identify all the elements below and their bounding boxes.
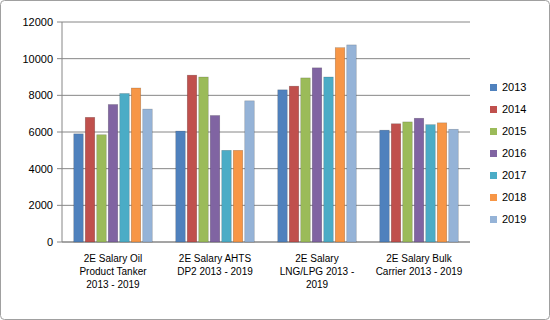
bar [120, 94, 130, 243]
label-line: 2E Salary Bulk [386, 253, 453, 264]
legend-label: 2016 [502, 147, 526, 159]
bar [426, 125, 436, 242]
y-tick-label: 6000 [29, 126, 53, 138]
bar [437, 123, 447, 242]
y-tick-label: 0 [47, 236, 53, 248]
bar [449, 129, 459, 242]
y-tick-label: 2000 [29, 199, 53, 211]
x-category-label: 2E Salary LNG/LPG 2013 - 2019 [280, 253, 354, 290]
x-category-label: 2E Salary Bulk Carrier 2013 - 2019 [376, 253, 463, 277]
tick-mark [57, 168, 62, 169]
legend-swatch [490, 150, 497, 157]
legend-label: 2019 [502, 213, 526, 225]
bar [414, 118, 424, 242]
label-line: 2019 [306, 279, 329, 290]
x-category-label: 2E Salary Oil Product Tanker 2013 - 2019 [79, 253, 147, 290]
bar [210, 116, 220, 243]
chart: 0 2000 4000 6000 8000 10000 12000 2E Salary Oil… [0, 0, 550, 320]
tick-mark [57, 242, 62, 243]
x-category-label: 2E Salary AHTS DP2 2013 - 2019 [177, 253, 253, 277]
label-line: 2E Salary [295, 253, 338, 264]
bar [301, 78, 311, 242]
legend-label: 2015 [502, 125, 526, 137]
bar [97, 135, 107, 242]
legend-label: 2017 [502, 169, 526, 181]
label-line: LNG/LPG 2013 - [280, 266, 354, 277]
bar [245, 101, 255, 242]
bar [347, 45, 357, 242]
bar [222, 150, 232, 242]
bar [199, 77, 209, 242]
y-tick-label: 8000 [29, 89, 53, 101]
bar [289, 86, 299, 242]
bar [380, 130, 390, 242]
grid-line [62, 22, 470, 23]
bar [176, 131, 186, 242]
legend-label: 2014 [502, 103, 526, 115]
legend-swatch [490, 106, 497, 113]
label-line: 2013 - 2019 [86, 279, 140, 290]
legend-swatch [490, 194, 497, 201]
bar [143, 109, 153, 242]
tick-mark [57, 95, 62, 96]
bar [324, 77, 334, 242]
bar [278, 90, 288, 242]
bar [131, 88, 141, 242]
label-line: Carrier 2013 - 2019 [376, 266, 463, 277]
tick-mark [57, 58, 62, 59]
label-line: 2E Salary Oil [84, 253, 142, 264]
bar [74, 134, 84, 242]
legend-swatch [490, 172, 497, 179]
y-tick-label: 10000 [22, 53, 53, 65]
bar [108, 105, 118, 243]
bar [335, 48, 345, 242]
bar [403, 122, 413, 242]
legend-swatch [490, 84, 497, 91]
legend-swatch [490, 216, 497, 223]
label-line: Product Tanker [79, 266, 147, 277]
label-line: DP2 2013 - 2019 [177, 266, 253, 277]
bar [187, 75, 197, 242]
tick-mark [57, 132, 62, 133]
grid-line [62, 58, 470, 59]
y-tick-label: 12000 [22, 16, 53, 28]
legend-swatch [490, 128, 497, 135]
bar [391, 124, 401, 242]
legend-label: 2018 [502, 191, 526, 203]
legend-label: 2013 [502, 81, 526, 93]
tick-mark [57, 205, 62, 206]
tick-mark [57, 22, 62, 23]
y-tick-label: 4000 [29, 163, 53, 175]
bar [85, 117, 95, 242]
label-line: 2E Salary AHTS [179, 253, 252, 264]
bar [312, 68, 322, 242]
chart-border [1, 1, 550, 320]
bar [233, 150, 243, 242]
